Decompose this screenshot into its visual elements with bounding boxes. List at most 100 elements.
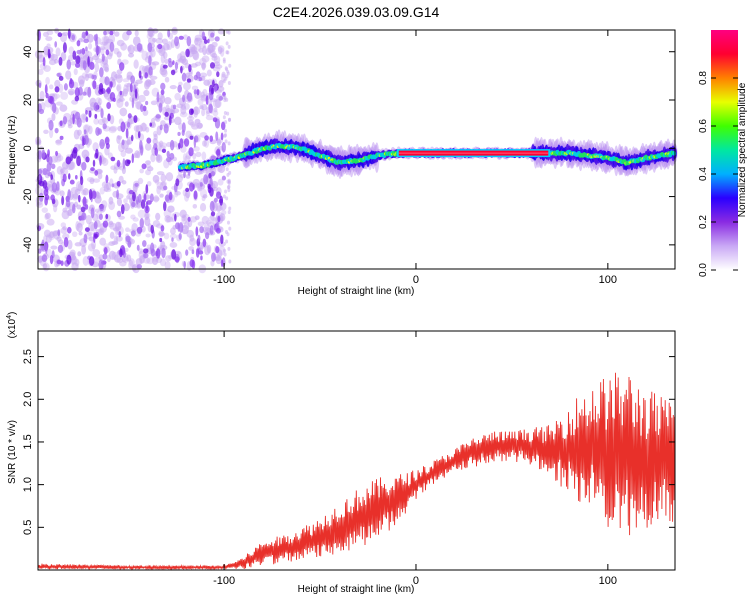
noise-speckle bbox=[67, 239, 73, 250]
ridge-saturated-highlight bbox=[398, 152, 549, 154]
noise-blob bbox=[142, 105, 147, 112]
noise-speckle bbox=[160, 173, 167, 183]
noise-speckle bbox=[159, 258, 167, 267]
noise-blob bbox=[85, 110, 88, 115]
noise-blob bbox=[87, 56, 90, 67]
noise-speckle bbox=[60, 91, 69, 100]
noise-speckle bbox=[189, 216, 197, 223]
noise-blob bbox=[143, 248, 149, 254]
noise-speckle bbox=[88, 236, 95, 242]
noise-blob bbox=[120, 121, 126, 133]
noise-blob bbox=[75, 62, 81, 68]
noise-speckle bbox=[114, 31, 120, 37]
noise-blob bbox=[197, 234, 201, 242]
noise-speckle bbox=[146, 166, 154, 172]
noise-speckle bbox=[202, 140, 207, 147]
noise-speckle-edge bbox=[223, 98, 227, 103]
noise-speckle bbox=[52, 204, 58, 213]
noise-blob bbox=[57, 32, 63, 38]
noise-blob bbox=[71, 34, 76, 41]
noise-speckle bbox=[68, 90, 74, 96]
noise-blob bbox=[37, 30, 41, 41]
noise-blob bbox=[170, 69, 176, 76]
colorbar-gradient bbox=[711, 30, 738, 270]
noise-blob bbox=[88, 188, 93, 200]
noise-blob bbox=[136, 195, 139, 205]
noise-blob bbox=[76, 155, 82, 167]
noise-speckle bbox=[190, 63, 198, 68]
noise-blob bbox=[145, 201, 149, 212]
noise-blob bbox=[72, 203, 76, 214]
noise-speckle bbox=[195, 151, 202, 158]
noise-speckle bbox=[87, 125, 93, 135]
noise-speckle bbox=[59, 104, 68, 112]
noise-blob bbox=[205, 95, 209, 106]
noise-speckle bbox=[192, 106, 201, 116]
snr-y-tick-label: 2.5 bbox=[22, 349, 34, 364]
noise-blob bbox=[172, 104, 177, 110]
noise-speckle bbox=[116, 197, 123, 207]
noise-blob bbox=[37, 248, 42, 254]
noise-speckle bbox=[52, 93, 61, 99]
noise-speckle bbox=[101, 157, 109, 167]
noise-blob bbox=[174, 256, 180, 263]
noise-blob bbox=[109, 41, 115, 52]
noise-speckle bbox=[137, 177, 144, 185]
noise-speckle bbox=[135, 101, 142, 110]
noise-blob bbox=[45, 243, 48, 254]
noise-speckle bbox=[102, 117, 109, 125]
noise-blob bbox=[41, 149, 46, 159]
noise-blob bbox=[118, 231, 122, 238]
noise-speckle bbox=[191, 46, 198, 53]
noise-blob bbox=[130, 75, 136, 84]
noise-blob bbox=[199, 182, 203, 187]
noise-blob bbox=[209, 62, 216, 69]
noise-blob bbox=[106, 101, 112, 110]
noise-speckle bbox=[164, 58, 169, 64]
noise-blob bbox=[66, 59, 72, 70]
spectrogram-y-ticks: -40 -20 0 20 40 bbox=[22, 46, 675, 253]
noise-blob bbox=[177, 84, 182, 93]
noise-speckle bbox=[50, 54, 59, 61]
noise-blob bbox=[82, 60, 87, 71]
noise-speckle-edge bbox=[227, 246, 231, 251]
noise-blob bbox=[38, 192, 44, 202]
noise-speckle bbox=[213, 107, 218, 113]
noise-speckle bbox=[203, 79, 211, 86]
noise-blob bbox=[126, 159, 131, 164]
noise-speckle bbox=[95, 208, 100, 213]
noise-blob bbox=[162, 64, 168, 69]
noise-blob bbox=[116, 159, 121, 168]
noise-speckle bbox=[116, 69, 123, 75]
noise-blob bbox=[209, 135, 213, 142]
noise-blob bbox=[74, 95, 80, 102]
noise-speckle bbox=[193, 146, 200, 152]
noise-speckle bbox=[217, 178, 224, 186]
noise-speckle bbox=[161, 69, 168, 78]
noise-blob bbox=[70, 153, 74, 162]
noise-blob bbox=[50, 174, 54, 180]
noise-blob bbox=[66, 254, 72, 265]
noise-blob bbox=[97, 128, 102, 135]
noise-blob bbox=[183, 261, 186, 269]
noise-blob bbox=[160, 89, 165, 96]
noise-speckle bbox=[208, 36, 215, 42]
noise-speckle bbox=[59, 168, 65, 173]
colorbar-tick-label: 0.8 bbox=[698, 71, 709, 85]
noise-speckle bbox=[73, 68, 78, 76]
noise-speckle bbox=[84, 49, 89, 55]
noise-speckle bbox=[188, 71, 193, 76]
noise-speckle bbox=[127, 44, 135, 55]
noise-speckle bbox=[117, 221, 123, 229]
noise-blob bbox=[177, 222, 180, 232]
noise-speckle bbox=[131, 222, 138, 232]
noise-blob bbox=[192, 183, 195, 190]
noise-blob bbox=[67, 189, 71, 200]
noise-speckle bbox=[136, 151, 141, 159]
colorbar-tick-label: 0.0 bbox=[698, 263, 709, 277]
noise-speckle bbox=[116, 51, 122, 58]
noise-blob bbox=[41, 254, 48, 263]
noise-blob bbox=[127, 240, 132, 248]
spectrogram-y-tick-label: -20 bbox=[22, 189, 34, 205]
